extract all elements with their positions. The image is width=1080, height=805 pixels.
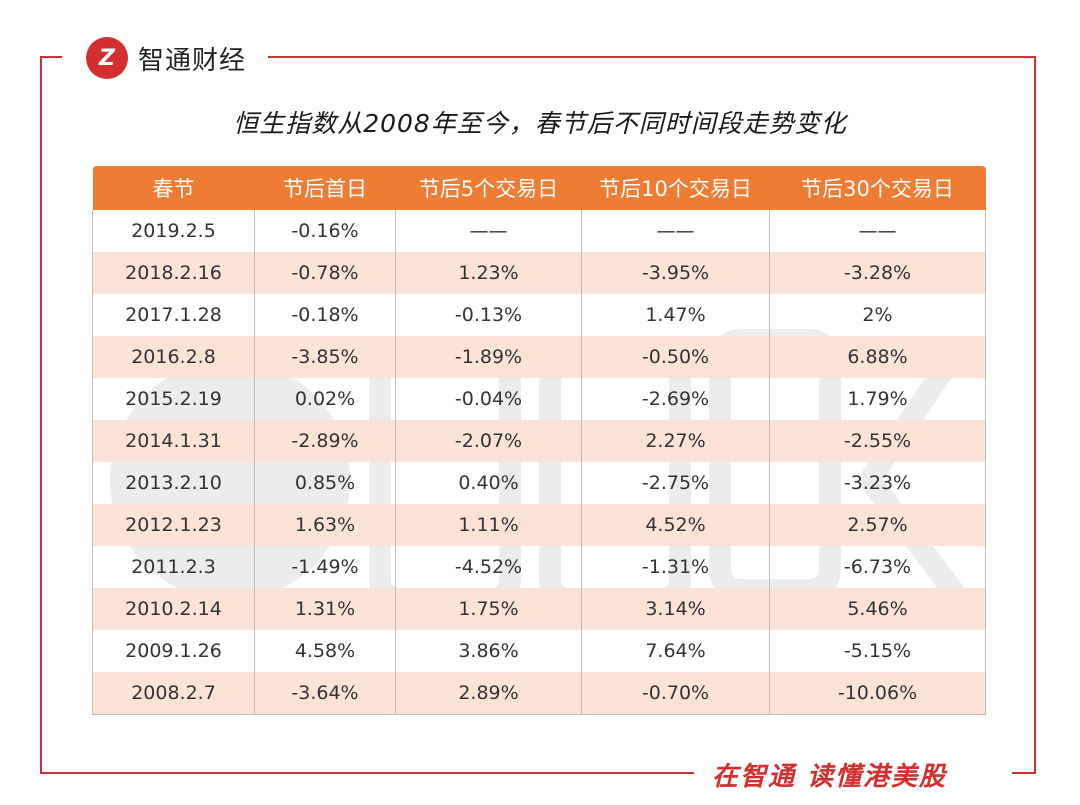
table-cell: 1.23% (395, 252, 582, 294)
table-cell: -5.15% (769, 630, 986, 672)
table-cell: -3.85% (254, 336, 396, 378)
table-cell: -0.70% (581, 672, 770, 715)
table-cell: -0.18% (254, 294, 396, 336)
table-cell: 2013.2.10 (92, 462, 255, 504)
table-cell: 2.57% (769, 504, 986, 546)
table-cell: 2015.2.19 (92, 378, 255, 420)
table-cell: -1.49% (254, 546, 396, 588)
table-row: 2017.1.28 -0.18% -0.13% 1.47% 2% (92, 294, 986, 336)
table-cell: -4.52% (395, 546, 582, 588)
frame-border-top-left (40, 56, 62, 58)
table-cell: 1.31% (254, 588, 396, 630)
table-row: 2019.2.5 -0.16% —— —— —— (92, 210, 986, 252)
table-row: 2013.2.10 0.85% 0.40% -2.75% -3.23% (92, 462, 986, 504)
table-cell: 4.58% (254, 630, 396, 672)
table-cell: 2.27% (581, 420, 770, 462)
table-cell: 2009.1.26 (92, 630, 255, 672)
table-header-row: 春节 节后首日 节后5个交易日 节后10个交易日 节后30个交易日 (92, 166, 986, 210)
table-cell: 6.88% (769, 336, 986, 378)
table-cell: -2.75% (581, 462, 770, 504)
table-cell: 3.14% (581, 588, 770, 630)
table-row: 2012.1.23 1.63% 1.11% 4.52% 2.57% (92, 504, 986, 546)
table-row: 2008.2.7 -3.64% 2.89% -0.70% -10.06% (92, 672, 986, 715)
table-cell: -0.04% (395, 378, 582, 420)
table-cell: 2017.1.28 (92, 294, 255, 336)
table-cell: —— (395, 210, 582, 252)
table-cell: 4.52% (581, 504, 770, 546)
column-header: 节后30个交易日 (769, 166, 986, 210)
table-cell: -6.73% (769, 546, 986, 588)
table-cell: -0.16% (254, 210, 396, 252)
table-cell: 2.89% (395, 672, 582, 715)
table-cell: -2.69% (581, 378, 770, 420)
column-header: 春节 (92, 166, 255, 210)
table-row: 2015.2.19 0.02% -0.04% -2.69% 1.79% (92, 378, 986, 420)
table-cell: -2.55% (769, 420, 986, 462)
table-cell: 1.75% (395, 588, 582, 630)
table-cell: -0.78% (254, 252, 396, 294)
table-cell: -3.64% (254, 672, 396, 715)
page-title: 恒生指数从2008年至今，春节后不同时间段走势变化 (233, 109, 847, 138)
table-cell: 0.85% (254, 462, 396, 504)
frame-border-left (40, 56, 42, 774)
table-row: 2011.2.3 -1.49% -4.52% -1.31% -6.73% (92, 546, 986, 588)
table-cell: -0.13% (395, 294, 582, 336)
table-cell: 7.64% (581, 630, 770, 672)
table-cell: 2014.1.31 (92, 420, 255, 462)
table-row: 2009.1.26 4.58% 3.86% 7.64% -5.15% (92, 630, 986, 672)
table-cell: 0.40% (395, 462, 582, 504)
column-header: 节后5个交易日 (395, 166, 582, 210)
table-cell: -10.06% (769, 672, 986, 715)
table-cell: 2011.2.3 (92, 546, 255, 588)
table-cell: 1.47% (581, 294, 770, 336)
table-cell: 5.46% (769, 588, 986, 630)
table-row: 2014.1.31 -2.89% -2.07% 2.27% -2.55% (92, 420, 986, 462)
table-cell: —— (581, 210, 770, 252)
table-cell: -3.23% (769, 462, 986, 504)
table-cell: -0.50% (581, 336, 770, 378)
table-row: 2016.2.8 -3.85% -1.89% -0.50% 6.88% (92, 336, 986, 378)
frame-border-bottom-left (40, 772, 694, 774)
table-cell: 2016.2.8 (92, 336, 255, 378)
table-cell: 1.79% (769, 378, 986, 420)
slogan: 在智通 读懂港美股 (712, 762, 948, 792)
data-table: 春节 节后首日 节后5个交易日 节后10个交易日 节后30个交易日 2019.2.5 -0… (92, 166, 986, 715)
table-cell: —— (769, 210, 986, 252)
brand-logo: Z 智通财经 (86, 36, 246, 80)
table-cell: -2.07% (395, 420, 582, 462)
table-cell: 2019.2.5 (92, 210, 255, 252)
table-body: 2019.2.5 -0.16% —— —— —— 2018.2.16 -0.78% 1.23%… (92, 210, 986, 715)
frame-border-bottom-right (1012, 772, 1036, 774)
table-cell: 0.02% (254, 378, 396, 420)
table-cell: 2008.2.7 (92, 672, 255, 715)
table-cell: -1.89% (395, 336, 582, 378)
table-cell: -3.28% (769, 252, 986, 294)
column-header: 节后10个交易日 (581, 166, 770, 210)
table-cell: 3.86% (395, 630, 582, 672)
table-cell: 2012.1.23 (92, 504, 255, 546)
table-row: 2010.2.14 1.31% 1.75% 3.14% 5.46% (92, 588, 986, 630)
table-cell: 2018.2.16 (92, 252, 255, 294)
table-row: 2018.2.16 -0.78% 1.23% -3.95% -3.28% (92, 252, 986, 294)
frame-border-right (1034, 56, 1036, 774)
table-cell: -3.95% (581, 252, 770, 294)
table-cell: -1.31% (581, 546, 770, 588)
table-cell: 2010.2.14 (92, 588, 255, 630)
table-cell: 1.63% (254, 504, 396, 546)
table-cell: 2% (769, 294, 986, 336)
logo-mark-icon: Z (86, 37, 128, 79)
table-cell: -2.89% (254, 420, 396, 462)
frame-border-top-right (268, 56, 1036, 58)
brand-name: 智通财经 (138, 45, 247, 76)
column-header: 节后首日 (254, 166, 396, 210)
table-cell: 1.11% (395, 504, 582, 546)
